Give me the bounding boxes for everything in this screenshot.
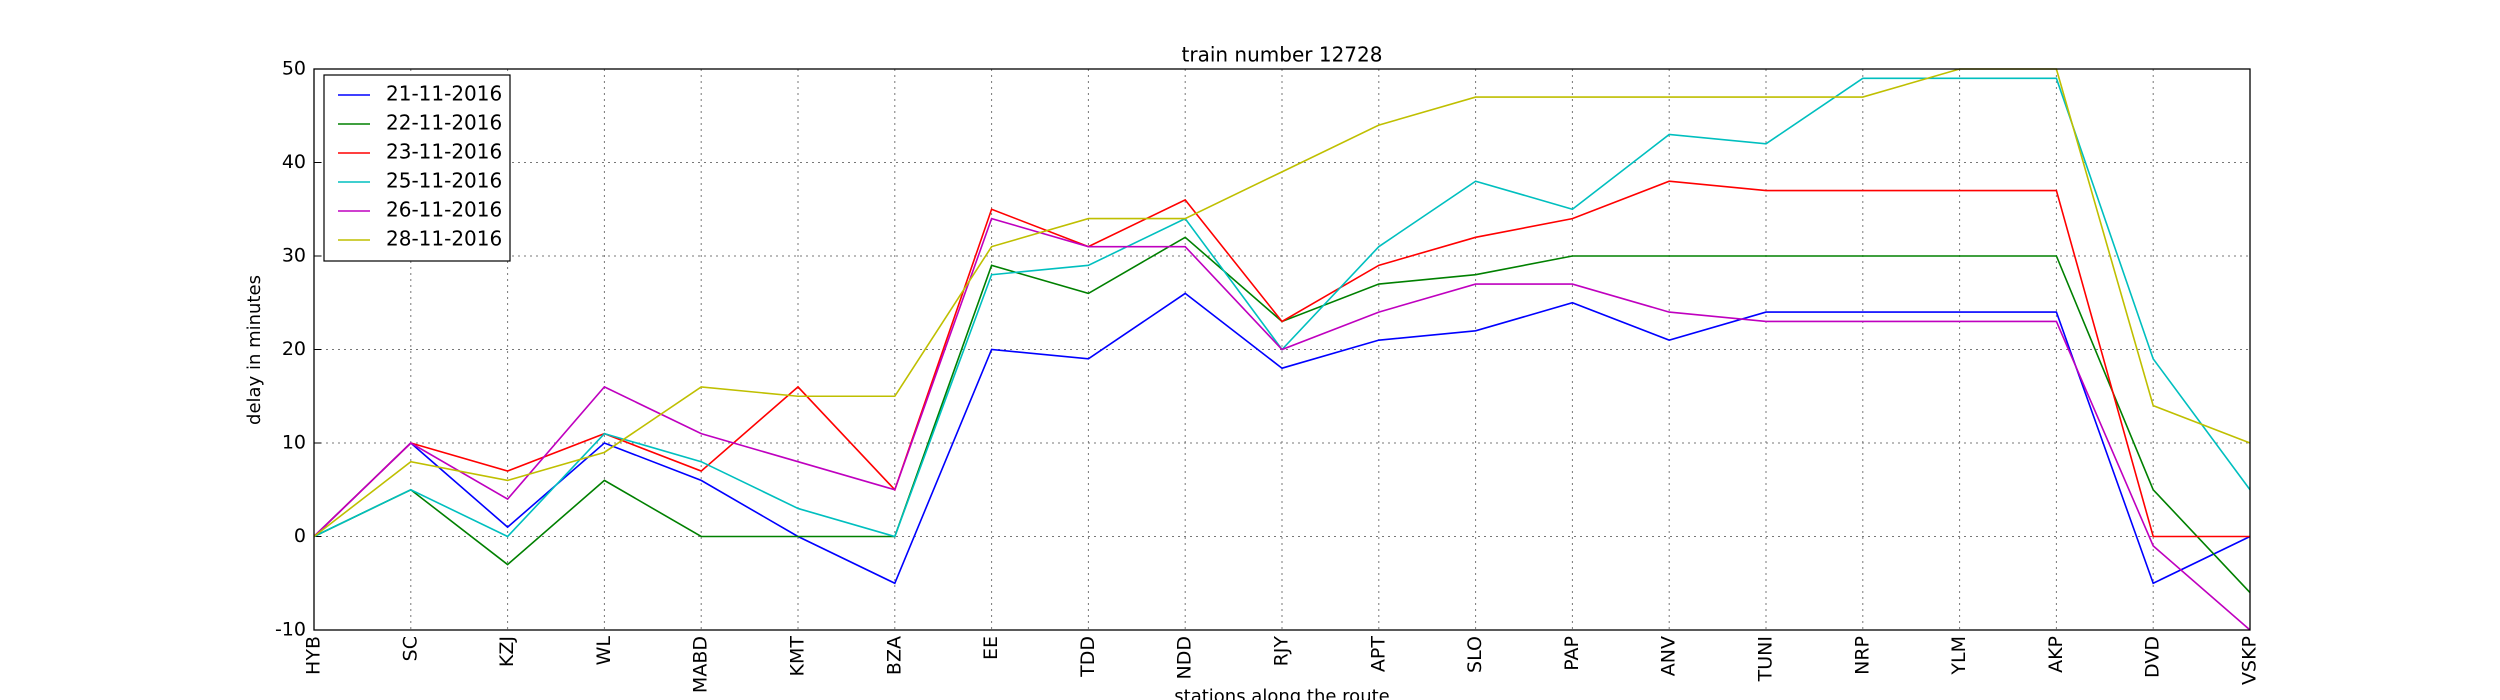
x-tick-label: RJY [1271,636,1293,667]
x-tick-label: NRP [1851,636,1873,675]
x-tick-label: BZA [883,636,905,675]
x-tick-label: VSKP [2239,636,2261,685]
x-tick-label: WL [593,636,615,666]
y-tick-label: 20 [282,338,306,360]
legend-label: 23-11-2016 [386,140,502,164]
data-line [313,68,2251,538]
x-tick-label: ANV [1658,636,1680,676]
x-tick-label: SLO [1464,636,1486,673]
data-line [313,180,2250,538]
y-tick-label: 40 [282,151,306,173]
y-tick-label: 0 [294,525,306,547]
y-tick-label: 50 [282,58,306,80]
x-tick-label: TUNI [1755,636,1777,682]
x-tick-label: KZJ [496,636,518,667]
data-line [313,217,2251,631]
y-tick-label: 10 [282,432,306,454]
y-tick-label: -10 [275,619,306,641]
legend-label: 26-11-2016 [386,198,502,222]
x-tick-label: DVD [2142,636,2164,678]
x-tick-label: NDD [1174,636,1196,679]
data-line [313,292,2251,585]
x-tick-label: HYB [303,636,325,675]
y-axis-label: delay in minutes [244,275,265,425]
legend-label: 28-11-2016 [386,227,502,251]
x-tick-label: YLM [1948,636,1970,676]
x-tick-label: SC [399,636,421,661]
x-tick-label: TDD [1077,636,1099,678]
legend-label: 25-11-2016 [386,169,502,193]
x-axis-label: stations along the route [1174,686,1389,700]
chart-title: train number 12728 [1182,43,1383,67]
x-tick-label: AKP [2045,636,2067,673]
legend-label: 22-11-2016 [386,111,502,135]
legend-label: 21-11-2016 [386,82,502,106]
x-tick-label: KMT [787,636,809,677]
data-line [313,236,2251,594]
x-tick-label: MABD [690,636,712,693]
x-tick-label: APT [1367,636,1389,672]
legend-box [323,74,511,262]
x-tick-label: EE [980,636,1002,660]
plot-frame [313,68,2251,631]
y-tick-label: 30 [282,245,306,267]
x-tick-label: PAP [1561,636,1583,671]
